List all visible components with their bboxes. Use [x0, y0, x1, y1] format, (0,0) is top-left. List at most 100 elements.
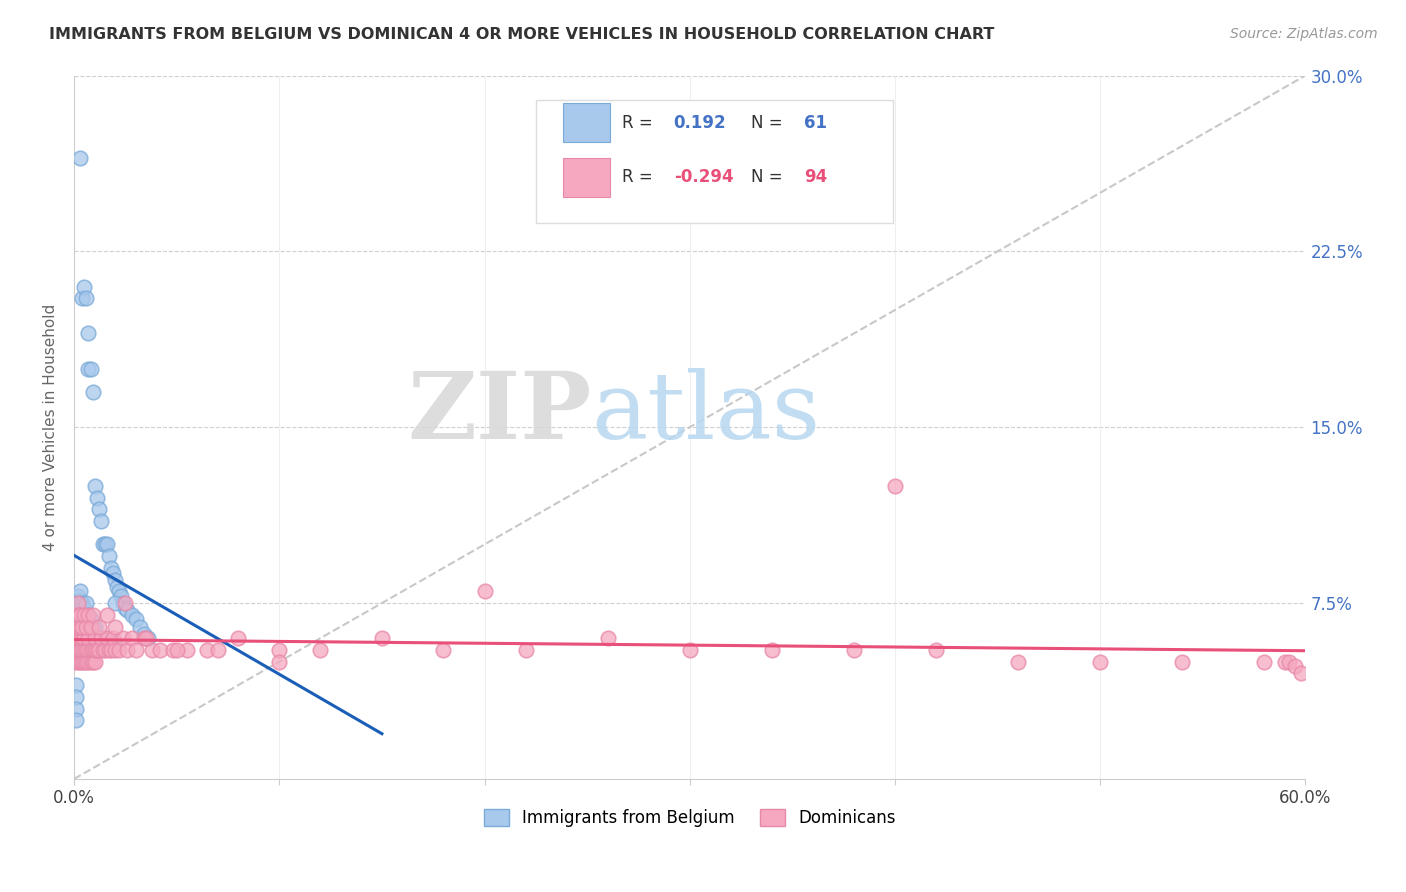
Point	[67, 615, 90, 629]
Point	[65, 619, 87, 633]
Point	[67, 655, 90, 669]
Point	[73, 632, 96, 646]
Point	[269, 643, 291, 657]
Point	[83, 643, 105, 657]
Point	[96, 632, 118, 646]
Point	[77, 607, 100, 622]
Point	[162, 643, 184, 657]
Point	[112, 596, 135, 610]
Point	[65, 690, 87, 704]
Point	[83, 655, 105, 669]
Point	[1088, 655, 1111, 669]
Point	[136, 632, 159, 646]
Point	[432, 643, 454, 657]
Point	[91, 537, 114, 551]
Text: Source: ZipAtlas.com: Source: ZipAtlas.com	[1230, 27, 1378, 41]
Point	[75, 619, 97, 633]
Point	[72, 632, 94, 646]
Point	[100, 561, 122, 575]
Point	[83, 619, 105, 633]
Point	[101, 566, 124, 580]
Point	[1007, 655, 1029, 669]
Point	[94, 632, 117, 646]
Point	[596, 632, 619, 646]
Point	[67, 607, 90, 622]
Point	[67, 636, 90, 650]
Text: IMMIGRANTS FROM BELGIUM VS DOMINICAN 4 OR MORE VEHICLES IN HOUSEHOLD CORRELATION: IMMIGRANTS FROM BELGIUM VS DOMINICAN 4 O…	[49, 27, 994, 42]
Point	[94, 537, 117, 551]
Point	[77, 326, 100, 341]
Point	[112, 632, 135, 646]
Text: N =: N =	[751, 113, 789, 132]
Point	[1291, 666, 1313, 681]
Point	[197, 643, 219, 657]
Point	[114, 596, 136, 610]
Point	[104, 573, 127, 587]
Point	[67, 607, 90, 622]
Point	[77, 632, 100, 646]
Text: ZIP: ZIP	[406, 368, 592, 458]
Point	[269, 655, 291, 669]
Point	[67, 643, 90, 657]
Point	[124, 643, 146, 657]
Point	[82, 643, 104, 657]
Point	[77, 643, 100, 657]
Point	[67, 632, 90, 646]
Point	[79, 643, 101, 657]
Point	[69, 612, 91, 626]
Point	[69, 619, 91, 633]
Point	[96, 607, 118, 622]
Point	[73, 643, 96, 657]
Point	[110, 589, 132, 603]
Point	[1274, 655, 1296, 669]
Point	[67, 607, 90, 622]
Point	[67, 619, 90, 633]
Point	[761, 643, 783, 657]
Point	[79, 619, 101, 633]
Point	[90, 632, 112, 646]
Point	[65, 701, 87, 715]
Point	[77, 361, 100, 376]
Point	[91, 643, 114, 657]
Point	[98, 643, 121, 657]
Point	[135, 632, 157, 646]
Point	[96, 537, 118, 551]
Point	[100, 643, 122, 657]
Point	[309, 643, 332, 657]
Point	[679, 643, 702, 657]
Point	[72, 596, 94, 610]
Point	[121, 632, 143, 646]
Point	[65, 607, 87, 622]
Point	[65, 632, 87, 646]
Point	[94, 643, 117, 657]
Text: atlas: atlas	[592, 368, 821, 458]
Point	[82, 385, 104, 400]
Point	[69, 619, 91, 633]
Point	[75, 655, 97, 669]
Point	[474, 584, 496, 599]
Point	[77, 655, 100, 669]
Point	[67, 589, 90, 603]
Point	[67, 596, 90, 610]
Point	[884, 479, 907, 493]
Point	[82, 655, 104, 669]
Point	[69, 632, 91, 646]
Point	[104, 619, 127, 633]
Text: -0.294: -0.294	[673, 169, 734, 186]
Point	[105, 580, 128, 594]
Point	[101, 632, 124, 646]
Text: 94: 94	[804, 169, 828, 186]
Legend: Immigrants from Belgium, Dominicans: Immigrants from Belgium, Dominicans	[477, 803, 903, 834]
Point	[72, 291, 94, 305]
Point	[75, 643, 97, 657]
Point	[75, 607, 97, 622]
Point	[1253, 655, 1275, 669]
Point	[176, 643, 198, 657]
Point	[69, 607, 91, 622]
Point	[104, 636, 127, 650]
Point	[87, 502, 110, 516]
Point	[73, 607, 96, 622]
Point	[65, 678, 87, 692]
Bar	[562, 103, 610, 142]
Point	[73, 612, 96, 626]
